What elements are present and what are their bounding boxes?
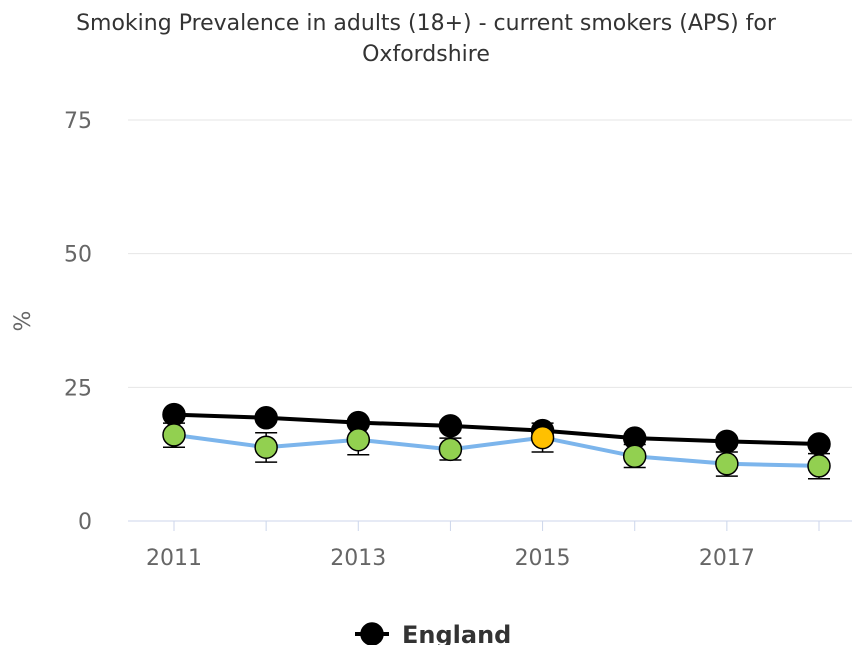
series-line-0 [172, 412, 821, 447]
point-series-1-2018 [807, 454, 831, 478]
point-series-1-2013 [346, 427, 371, 452]
point-series-0-2012 [254, 406, 278, 430]
point-series-0-2017 [715, 429, 739, 454]
y-tick-label-75: 75 [64, 109, 92, 134]
point-series-1-2012 [254, 435, 278, 459]
x-tick-label-2011: 2011 [146, 546, 202, 571]
series-line-1 [172, 432, 821, 468]
point-series-1-2015 [530, 425, 555, 450]
point-series-1-2016 [622, 444, 647, 469]
point-series-0-2018 [807, 432, 831, 456]
point-series-0-2014 [438, 414, 463, 438]
x-tick-label-2015: 2015 [515, 546, 571, 571]
y-axis-label: % [11, 311, 36, 332]
y-tick-label-0: 0 [78, 510, 92, 535]
chart-title-line-2: Oxfordshire [362, 42, 490, 67]
point-series-1-2017 [715, 452, 739, 476]
legend-swatch-marker [360, 622, 384, 645]
x-tick-label-2017: 2017 [699, 546, 755, 571]
y-tick-label-50: 50 [64, 243, 92, 268]
chart-title-line-1: Smoking Prevalence in adults (18+) - cur… [76, 11, 776, 36]
legend-label-0: England [402, 621, 511, 645]
point-series-1-2014 [438, 437, 463, 462]
point-series-0-2011 [162, 402, 186, 427]
point-series-1-2011 [162, 423, 186, 447]
y-tick-label-25: 25 [64, 376, 92, 401]
x-tick-label-2013: 2013 [330, 546, 386, 571]
